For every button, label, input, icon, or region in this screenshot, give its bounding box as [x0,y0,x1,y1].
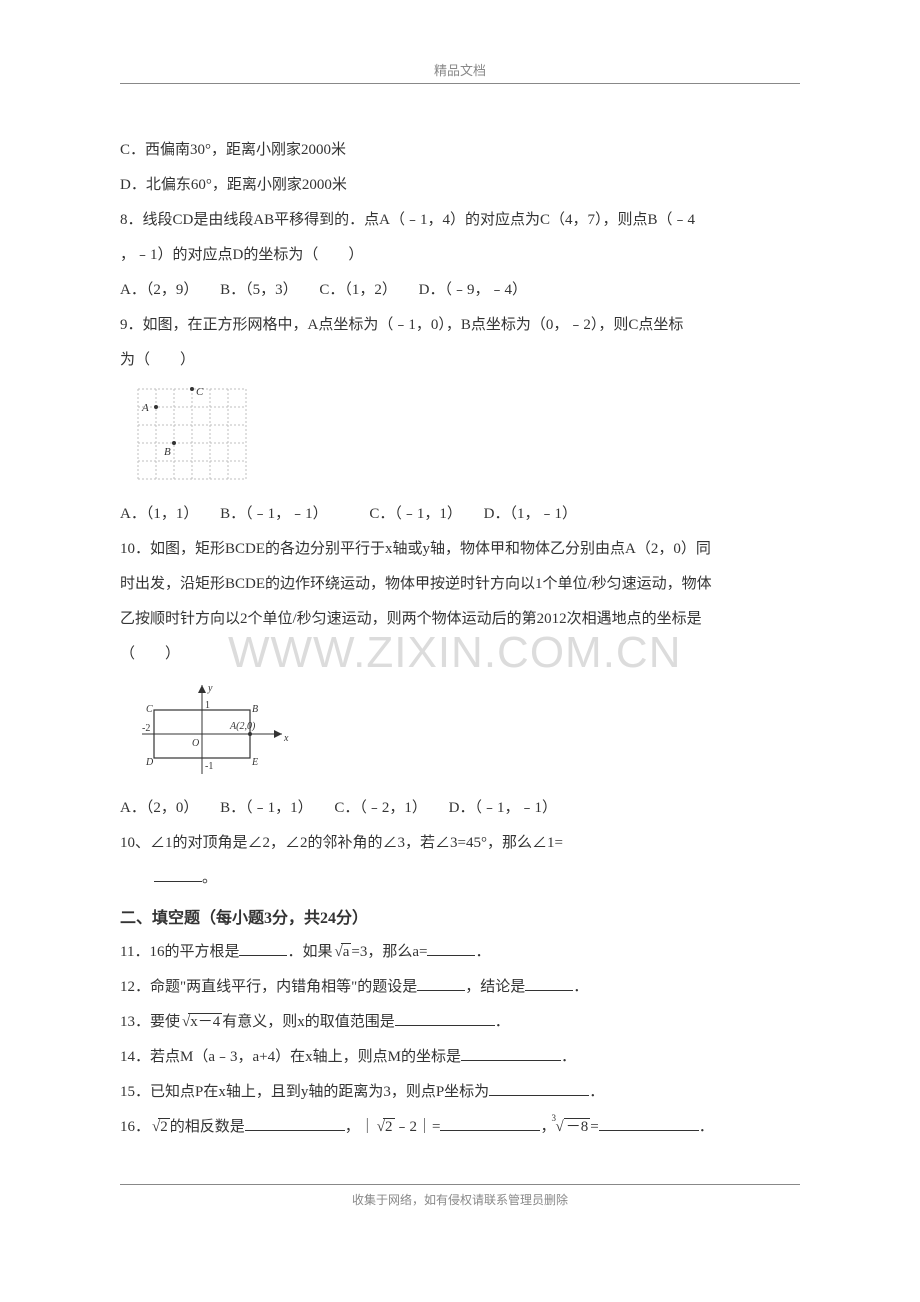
q10-stem-2: 时出发，沿矩形BCDE的边作环绕运动，物体甲按逆时针方向以1个单位/秒匀速运动，… [120,568,800,601]
q9-opt-c: C．（﹣1，1） [369,506,462,522]
q8-stem-2: ，﹣1）的对应点D的坐标为（ ） [120,239,800,272]
grid-label-c: C [196,386,204,398]
q10b-blank [154,867,202,882]
svg-text:C: C [146,704,153,715]
q16: 16．2的相反数是，｜2﹣2｜=，3√－8=． [120,1111,800,1144]
svg-text:E: E [251,757,258,768]
q8-stem-1: 8．线段CD是由线段AB平移得到的．点A（﹣1，4）的对应点为C（4，7），则点… [120,204,800,237]
q16-rad3: －8 [564,1118,591,1135]
q12-tail: ． [573,979,588,995]
q8-options: A．（2，9） B．（5，3） C．（1，2） D．（﹣9，﹣4） [120,274,800,307]
section-2-title: 二、填空题（每小题3分，共24分） [120,901,800,936]
q16-tail: ． [699,1119,714,1135]
sqrt-icon: 2 [375,1111,395,1144]
q12-blank1 [417,976,465,991]
q12: 12．命题"两直线平行，内错角相等"的题设是 ，结论是 ． [120,971,800,1004]
q8-opt-b: B．（5，3） [220,282,298,298]
q11: 11．16的平方根是 ．如果 a=3，那么a= ． [120,936,800,969]
q11-eq: =3，那么a= [351,944,427,960]
q16-p2: 的相反数是 [170,1119,245,1135]
svg-text:-1: -1 [205,761,213,772]
q16-rad2: 2 [383,1118,395,1135]
q11-tail: ． [475,944,490,960]
q11-rad: a [341,943,352,960]
page-content: C．西偏南30°，距离小刚家2000米 D．北偏东60°，距离小刚家2000米 … [120,134,800,1144]
q16-blank1 [245,1116,345,1131]
q8-opt-c: C．（1，2） [319,282,397,298]
sqrt-icon: x－4 [180,1006,222,1039]
q11-mid: ．如果 [287,944,332,960]
q11-blank1 [239,941,287,956]
q7-opt-c: C．西偏南30°，距离小刚家2000米 [120,134,800,167]
q10b-tail: 。 [202,870,217,886]
q9-stem-1: 9．如图，在正方形网格中，A点坐标为（﹣1，0），B点坐标为（0，﹣2），则C点… [120,309,800,342]
svg-text:D: D [145,757,154,768]
q13-tail: ． [495,1014,510,1030]
grid-label-a: A [141,402,149,414]
q8-opt-a: A．（2，9） [120,282,198,298]
q10b-blank-line: 。 [120,862,800,895]
cuberoot-icon: 3√－8 [556,1111,591,1144]
q13-p1: 13．要使 [120,1014,180,1030]
q12-mid: ，结论是 [465,979,525,995]
q11-p1: 11．16的平方根是 [120,944,239,960]
q16-sep: ，｜ [345,1119,375,1135]
sqrt-icon: 2 [150,1111,170,1144]
svg-text:A(2,0): A(2,0) [229,721,256,732]
q13-p2: 有意义，则x的取值范围是 [222,1014,395,1030]
svg-text:1: 1 [205,700,210,711]
svg-text:y: y [207,683,213,694]
q7-opt-d: D．北偏东60°，距离小刚家2000米 [120,169,800,202]
footer-rule: 收集于网络，如有侵权请联系管理员删除 [120,1184,800,1208]
q10-chart-figure: x y C B D E O 1 -1 -2 A(2,0) [132,679,800,784]
q9-grid-figure: A B C [132,385,800,490]
q13-blank [395,1011,495,1026]
q9-opt-a: A．（1，1） [120,506,198,522]
q16-rad1: 2 [158,1118,170,1135]
q15-tail: ． [589,1084,604,1100]
q16-p4: = [590,1119,598,1135]
q9-stem-2: 为（ ） [120,344,800,377]
q10-opt-a: A．（2，0） [120,800,198,816]
svg-text:B: B [252,704,258,715]
q11-blank2 [427,941,475,956]
q12-blank2 [525,976,573,991]
svg-text:x: x [283,733,289,744]
svg-text:O: O [192,738,199,749]
svg-text:-2: -2 [142,723,150,734]
q13: 13．要使 x－4有意义，则x的取值范围是 ． [120,1006,800,1039]
q10-stem-3: 乙按顺时针方向以2个单位/秒匀速运动，则两个物体运动后的第2012次相遇地点的坐… [120,603,800,636]
q9-opt-d: D．（1，﹣1） [484,506,577,522]
grid-label-b: B [164,446,171,458]
sqrt-icon: a [332,936,351,969]
q16-blank3 [599,1116,699,1131]
q10-opt-c: C．（﹣2，1） [334,800,427,816]
q10b-stem: 10、∠1的对顶角是∠2，∠2的邻补角的∠3，若∠3=45°，那么∠1= [120,827,800,860]
q9-opt-b: B．（﹣1，﹣1） [220,506,328,522]
q15-blank [489,1081,589,1096]
q14-blank [461,1046,561,1061]
q15-p1: 15．已知点P在x轴上，且到y轴的距离为3，则点P坐标为 [120,1084,489,1100]
header-rule [120,83,800,84]
q10-options: A．（2，0） B．（﹣1，1） C．（﹣2，1） D．（﹣1，﹣1） [120,792,800,825]
q14-tail: ． [561,1049,576,1065]
q12-p1: 12．命题"两直线平行，内错角相等"的题设是 [120,979,417,995]
q9-options: A．（1，1） B．（﹣1，﹣1） C．（﹣1，1） D．（1，﹣1） [120,498,800,531]
q10-opt-d: D．（﹣1，﹣1） [449,800,557,816]
q10-opt-b: B．（﹣1，1） [220,800,313,816]
q14-p1: 14．若点M（a﹣3，a+4）在x轴上，则点M的坐标是 [120,1049,461,1065]
q15: 15．已知点P在x轴上，且到y轴的距离为3，则点P坐标为 ． [120,1076,800,1109]
q16-blank2 [440,1116,540,1131]
q13-rad: x－4 [188,1013,222,1030]
q10-stem-4: （ ） [120,638,800,671]
q14: 14．若点M（a﹣3，a+4）在x轴上，则点M的坐标是 ． [120,1041,800,1074]
q8-opt-d: D．（﹣9，﹣4） [419,282,527,298]
q16-p3: ﹣2｜= [395,1119,441,1135]
q16-p1: 16． [120,1119,150,1135]
q10-stem-1: 10．如图，矩形BCDE的各边分别平行于x轴或y轴，物体甲和物体乙分别由点A（2… [120,533,800,566]
page-footer-label: 收集于网络，如有侵权请联系管理员删除 [120,1191,800,1208]
page-header-label: 精品文档 [120,60,800,83]
